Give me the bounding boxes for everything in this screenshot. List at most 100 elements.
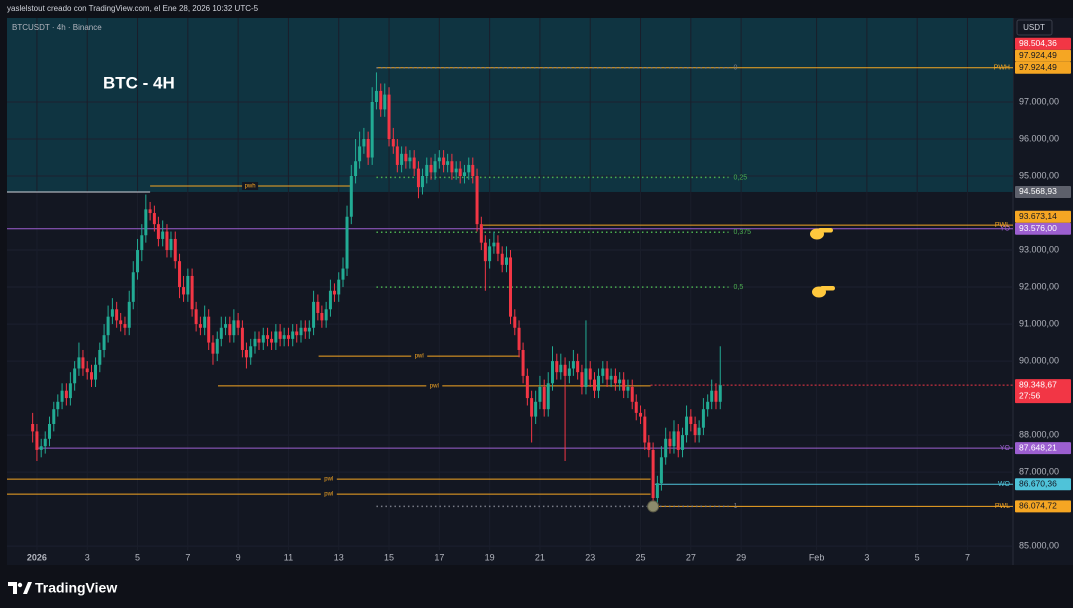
candle-body — [462, 172, 466, 177]
candle-body — [266, 335, 270, 339]
candle-body — [576, 361, 580, 373]
candle-body — [655, 483, 659, 499]
candle-body — [332, 290, 336, 295]
candle-body — [416, 168, 420, 188]
level-label: YO — [1000, 226, 1011, 233]
candle-body — [349, 176, 353, 217]
candle-body — [559, 364, 563, 373]
y-tick-label: 93.000,00 — [1019, 244, 1059, 254]
brand-logo — [8, 582, 32, 594]
candle-body — [182, 287, 186, 295]
candle-body — [412, 157, 416, 169]
price-label-box — [1015, 210, 1071, 223]
price-label-box — [1015, 49, 1071, 62]
candle-body — [136, 250, 140, 273]
candle-body — [286, 335, 290, 339]
y-tick-label: 96.000,00 — [1019, 133, 1059, 143]
currency[interactable]: USDT — [1023, 23, 1045, 32]
price-label-box — [1015, 222, 1071, 235]
currency-box[interactable] — [1016, 19, 1053, 36]
candle-body — [207, 316, 211, 343]
price-label: 86.670,36 — [1019, 479, 1057, 489]
candle-body — [194, 309, 198, 325]
x-tick-label: 13 — [334, 552, 344, 562]
x-tick-label: 5 — [915, 552, 920, 562]
candle-body — [605, 368, 609, 380]
candle-body — [110, 309, 114, 317]
candle-body — [420, 176, 424, 188]
candle-body — [601, 368, 605, 376]
candle-body — [525, 375, 529, 399]
candle-body — [219, 327, 223, 339]
candle-body — [148, 209, 152, 214]
candle-body — [437, 157, 441, 162]
candle-body — [496, 242, 500, 254]
candle-body — [571, 361, 575, 369]
x-tick-label: 9 — [236, 552, 241, 562]
candle-body — [64, 390, 68, 399]
candle-body — [169, 238, 173, 251]
candle-body — [479, 224, 483, 243]
hand-icon — [810, 228, 833, 240]
fib-label: 1 — [734, 503, 738, 510]
candle-body — [140, 235, 144, 251]
candle-body — [165, 231, 169, 251]
candle-body — [664, 438, 668, 458]
candle-body — [450, 161, 454, 173]
candle-body — [374, 90, 378, 103]
candle-body — [517, 327, 521, 350]
candle-body — [647, 442, 651, 450]
price-label-box — [1015, 61, 1071, 74]
candle-body — [710, 390, 714, 402]
candle-body — [546, 383, 550, 410]
candle-body — [630, 386, 634, 402]
price-label-box — [1015, 379, 1071, 404]
price-label: 94.568,93 — [1019, 186, 1057, 196]
candle-body — [299, 327, 303, 336]
price-label: 97.924,49 — [1019, 62, 1057, 72]
candle-body — [400, 153, 404, 165]
candle-body — [706, 401, 710, 410]
fib-label: 0,375 — [734, 229, 752, 236]
candle-body — [48, 423, 52, 439]
price-label: 86.074,72 — [1019, 501, 1057, 511]
x-tick-label: 29 — [736, 552, 746, 562]
candle-body — [190, 275, 194, 310]
candle-body — [618, 379, 622, 384]
x-tick-label: 2026 — [27, 552, 47, 562]
candle-body — [144, 209, 148, 236]
candle-body — [471, 164, 475, 177]
candle-body — [249, 346, 253, 358]
candle-body — [156, 224, 160, 239]
candle-body — [483, 242, 487, 262]
candle-body — [643, 416, 647, 443]
candle-body — [718, 385, 722, 402]
y-tick-label: 85.000,00 — [1019, 541, 1059, 551]
price-label: 97.924,49 — [1019, 50, 1057, 60]
candle-body — [198, 324, 202, 328]
symbol: BTCUSDT · 4h · Binance — [12, 23, 102, 32]
candle-body — [52, 409, 56, 424]
x-tick-label: Feb — [809, 552, 825, 562]
candle-body — [303, 327, 307, 332]
candle-body — [312, 301, 316, 328]
candle-body — [676, 431, 680, 450]
candle-body — [274, 331, 278, 343]
x-tick-label: 19 — [485, 552, 495, 562]
candle-body — [467, 164, 471, 173]
candle-body — [391, 139, 395, 147]
x-tick-label: 5 — [135, 552, 140, 562]
candle-body — [324, 309, 328, 321]
level-label: pwl — [324, 477, 333, 483]
candle-body — [458, 168, 462, 177]
candle-body — [387, 94, 391, 140]
level-label: pwl — [324, 492, 333, 498]
price-label-timer: 27:56 — [1019, 390, 1041, 400]
candle-body — [626, 386, 630, 391]
candle-body — [98, 349, 102, 365]
y-tick-label: 90.000,00 — [1019, 355, 1059, 365]
candle-body — [492, 242, 496, 247]
price-label: 93.576,00 — [1019, 223, 1057, 233]
candle-body — [152, 213, 156, 225]
